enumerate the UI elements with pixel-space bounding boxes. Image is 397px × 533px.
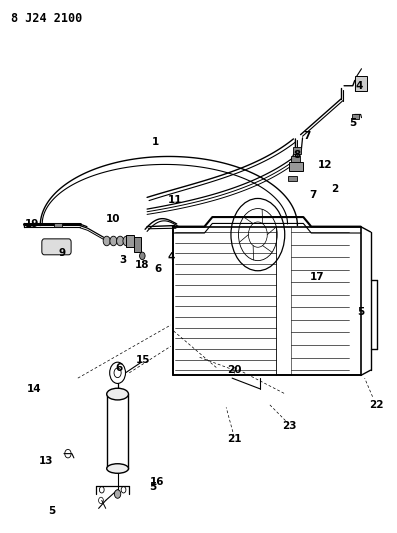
Bar xyxy=(107,394,129,469)
Circle shape xyxy=(103,236,110,246)
Ellipse shape xyxy=(107,388,129,400)
Text: 3: 3 xyxy=(120,255,127,264)
Circle shape xyxy=(117,236,124,246)
Circle shape xyxy=(114,490,121,498)
Text: 8: 8 xyxy=(294,150,301,160)
Text: 5: 5 xyxy=(48,506,56,516)
Text: 5: 5 xyxy=(149,482,157,492)
Text: 4: 4 xyxy=(355,81,362,91)
Text: 12: 12 xyxy=(318,160,332,171)
Text: 6: 6 xyxy=(154,264,162,274)
Bar xyxy=(293,147,301,154)
Circle shape xyxy=(140,252,145,260)
Text: 17: 17 xyxy=(310,272,324,282)
Bar xyxy=(288,176,297,181)
Bar xyxy=(127,235,134,247)
Text: 16: 16 xyxy=(150,477,164,487)
Text: 13: 13 xyxy=(39,456,54,465)
Text: 21: 21 xyxy=(227,434,241,445)
Text: 9: 9 xyxy=(58,248,66,258)
Text: 6: 6 xyxy=(116,362,123,373)
Bar xyxy=(355,76,368,91)
Text: 5: 5 xyxy=(357,306,364,317)
Bar xyxy=(291,156,300,163)
Text: 11: 11 xyxy=(168,195,182,205)
Circle shape xyxy=(123,236,130,246)
Text: 7: 7 xyxy=(310,190,317,200)
Bar xyxy=(352,114,359,119)
Text: 7: 7 xyxy=(304,131,311,141)
Text: 4: 4 xyxy=(167,252,175,262)
Bar xyxy=(135,237,141,252)
Circle shape xyxy=(110,236,117,246)
Text: 14: 14 xyxy=(27,384,42,394)
Text: 10: 10 xyxy=(106,214,121,224)
Text: 1: 1 xyxy=(151,136,159,147)
FancyBboxPatch shape xyxy=(42,239,71,255)
Ellipse shape xyxy=(107,464,129,473)
Text: 18: 18 xyxy=(135,260,150,270)
Text: 8 J24 2100: 8 J24 2100 xyxy=(11,12,82,26)
Text: 15: 15 xyxy=(136,354,150,365)
Text: 19: 19 xyxy=(25,219,40,229)
Text: 20: 20 xyxy=(227,365,241,375)
Text: 2: 2 xyxy=(331,184,339,194)
Text: 23: 23 xyxy=(282,421,297,431)
Text: 22: 22 xyxy=(369,400,384,410)
Bar xyxy=(54,223,62,228)
Text: 5: 5 xyxy=(349,118,357,128)
Bar xyxy=(289,163,303,171)
